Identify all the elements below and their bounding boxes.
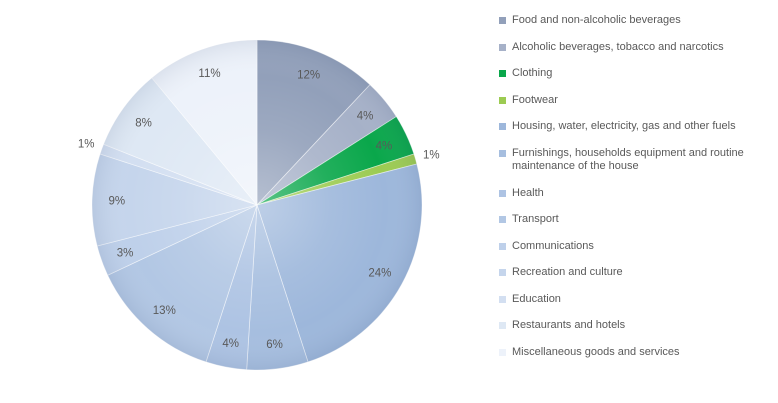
legend-swatch: [499, 242, 506, 250]
legend-item-health[interactable]: Health: [499, 187, 771, 201]
legend-label: Miscellaneous goods and services: [512, 345, 680, 358]
legend-label: Transport: [512, 213, 559, 225]
legend-item-alcoholic-beverages-tobacco-and-[interactable]: Alcoholic beverages, tobacco and narcoti…: [499, 41, 771, 55]
legend-label: Recreation and culture: [512, 266, 623, 278]
legend-item-miscellaneous-goods-and-services[interactable]: Miscellaneous goods and services: [499, 346, 771, 360]
legend-swatch: [499, 149, 506, 157]
pie-label-recreation-and-culture: 9%: [108, 196, 125, 208]
pie-label-housing-water-electricity-gas-an: 24%: [368, 268, 391, 280]
legend-swatch: [499, 269, 506, 276]
pie-chart: 12% 4% 4% 1% 24% 6% 4% 13% 3% 9% 1% 8% 11%: [78, 39, 440, 371]
pie-label-restaurants-and-hotels: 8%: [135, 118, 152, 130]
legend-item-furnishings-households-equipment[interactable]: Furnishings, households equipment and ro…: [499, 147, 771, 174]
legend-swatch: [499, 189, 506, 197]
legend-label: Alcoholic beverages, tobacco and narcoti…: [512, 40, 724, 53]
legend-label: Footwear: [512, 93, 558, 106]
legend-label: Health: [512, 186, 544, 199]
legend-label: Restaurants and hotels: [512, 319, 626, 331]
pie-label-education: 1%: [78, 139, 95, 151]
legend-item-transport[interactable]: Transport: [499, 213, 771, 227]
legend-item-clothing[interactable]: Clothing: [499, 67, 771, 81]
pie-label-furnishings-households-equipment: 6%: [266, 339, 283, 351]
legend-item-communications[interactable]: Communications: [499, 240, 771, 254]
legend-swatch: [499, 295, 506, 303]
legend-label: Housing, water, electricity, gas and oth…: [512, 120, 736, 132]
chart-legend: Food and non-alcoholic beverages Alcohol…: [499, 14, 771, 359]
pie-label-health: 4%: [222, 338, 239, 350]
pie-label-food-and-non-alcoholic-beverages: 12%: [297, 70, 320, 82]
legend-label: Education: [512, 292, 561, 305]
legend-item-restaurants-and-hotels[interactable]: Restaurants and hotels: [499, 319, 771, 333]
legend-swatch: [499, 96, 506, 104]
pie-label-transport: 13%: [153, 305, 176, 317]
legend-swatch: [499, 322, 506, 329]
pie-label-miscellaneous-goods-and-services: 11%: [198, 68, 220, 80]
pie-label-communications: 3%: [117, 248, 134, 260]
pie-label-clothing: 4%: [376, 140, 393, 152]
legend-swatch: [499, 216, 506, 223]
legend-item-food-and-non-alcoholic-beverages[interactable]: Food and non-alcoholic beverages: [499, 14, 771, 28]
pie-label-footwear: 1%: [423, 149, 440, 161]
legend-label: Clothing: [512, 67, 553, 79]
legend-label: Communications: [512, 239, 594, 252]
legend-swatch: [499, 17, 506, 24]
legend-label: Food and non-alcoholic beverages: [512, 14, 681, 26]
legend-swatch: [499, 43, 506, 51]
legend-item-footwear[interactable]: Footwear: [499, 94, 771, 108]
legend-swatch: [499, 123, 506, 130]
legend-item-recreation-and-culture[interactable]: Recreation and culture: [499, 266, 771, 280]
legend-item-housing-water-electricity-gas-an[interactable]: Housing, water, electricity, gas and oth…: [499, 120, 771, 134]
legend-item-education[interactable]: Education: [499, 293, 771, 307]
pie-label-alcoholic-beverages-tobacco-and-: 4%: [357, 111, 374, 123]
legend-swatch: [499, 348, 506, 356]
legend-swatch: [499, 70, 506, 77]
legend-label: Furnishings, households equipment and ro…: [512, 146, 744, 173]
